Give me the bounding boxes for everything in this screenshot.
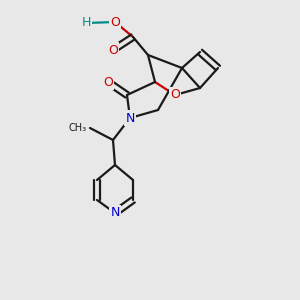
Text: H: H: [81, 16, 91, 29]
Text: CH₃: CH₃: [69, 123, 87, 133]
Text: O: O: [103, 76, 113, 88]
Text: O: O: [108, 44, 118, 56]
Text: O: O: [170, 88, 180, 101]
Text: N: N: [125, 112, 135, 124]
Text: O: O: [110, 16, 120, 28]
Text: N: N: [110, 206, 120, 220]
